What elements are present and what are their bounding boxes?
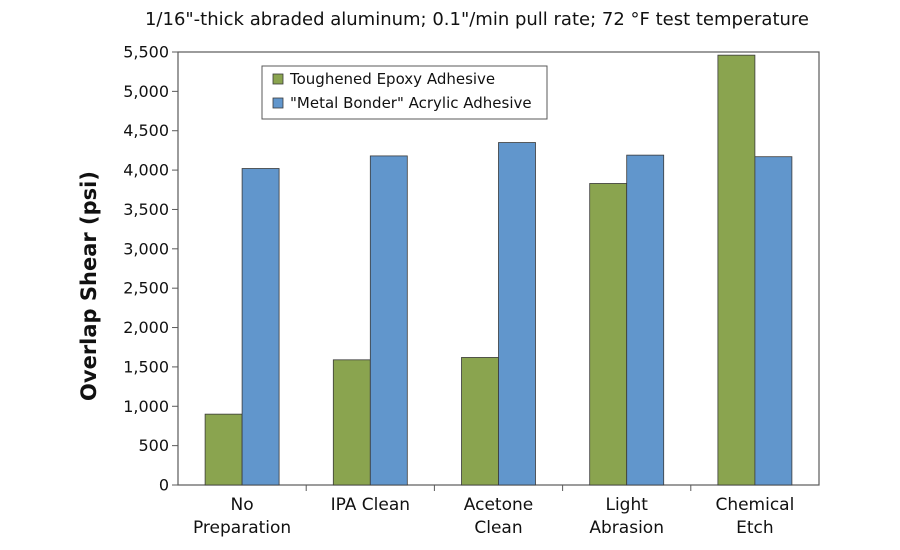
y-tick-label: 1,500 [123, 357, 169, 376]
legend-label: "Metal Bonder" Acrylic Adhesive [290, 94, 532, 112]
x-tick-label: Chemical [715, 495, 794, 515]
bar-epoxy [717, 54, 756, 486]
y-tick-label: 2,500 [123, 279, 169, 298]
y-tick-label: 3,000 [123, 239, 169, 258]
x-tick-label: Etch [736, 518, 774, 538]
y-tick-label: 5,500 [123, 43, 169, 62]
bar-epoxy [461, 357, 499, 486]
x-tick-label: Abrasion [589, 518, 664, 538]
x-tick-label: Light [605, 495, 648, 515]
legend-swatch [272, 97, 284, 109]
x-tick-label: Acetone [464, 495, 533, 515]
y-axis-label: Overlap Shear (psi) [77, 171, 101, 401]
bar-epoxy [332, 359, 371, 486]
y-tick-label: 0 [159, 476, 169, 495]
x-tick-label: IPA Clean [331, 495, 410, 515]
bar-acrylic [369, 155, 408, 486]
bar-acrylic [754, 156, 793, 486]
bar-acrylic [498, 142, 536, 486]
legend-swatch [272, 73, 284, 85]
bar-acrylic [241, 168, 280, 486]
bar-epoxy [589, 183, 628, 486]
x-tick-label: Preparation [193, 518, 291, 538]
y-tick-label: 4,500 [123, 121, 169, 140]
y-tick-label: 1,000 [123, 397, 169, 416]
y-tick-label: 3,500 [123, 200, 169, 219]
y-tick-label: 2,000 [123, 318, 169, 337]
x-tick-label: Clean [474, 518, 522, 538]
y-tick-label: 4,000 [123, 161, 169, 180]
y-tick-label: 500 [138, 436, 169, 455]
y-tick-label: 5,000 [123, 82, 169, 101]
bar-epoxy [204, 413, 243, 486]
x-tick-label: No [231, 495, 254, 515]
legend: Toughened Epoxy Adhesive "Metal Bonder" A… [261, 65, 548, 120]
legend-label: Toughened Epoxy Adhesive [289, 70, 495, 88]
chart-subtitle: 1/16"-thick abraded aluminum; 0.1"/min p… [145, 9, 809, 30]
legend-box [261, 65, 548, 120]
bar-acrylic [626, 154, 665, 486]
